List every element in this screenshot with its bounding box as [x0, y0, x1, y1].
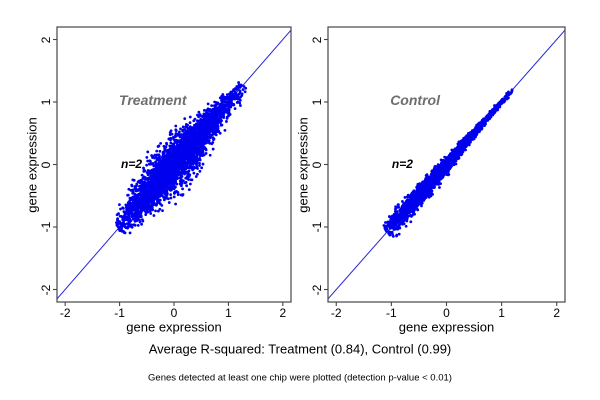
x-tick-label: -1 — [386, 306, 397, 320]
y-tick-label: -2 — [310, 284, 324, 295]
y-tick-label: -1 — [39, 221, 53, 233]
y-tick-label: 2 — [310, 36, 324, 43]
x-tick-label: -2 — [59, 306, 71, 320]
panel-title-control: Control — [390, 92, 440, 109]
caption-detection-note: Genes detected at least one chip were pl… — [148, 372, 452, 384]
x-tick-label: 2 — [279, 306, 287, 320]
y-tick-label: 0 — [310, 161, 324, 168]
x-axis-label-control: gene expression — [398, 319, 495, 335]
annotation-n-chips-control: n=2 — [391, 156, 413, 171]
x-tick-label: 0 — [170, 306, 178, 320]
x-axis-label-treatment: gene expression — [126, 319, 222, 335]
x-tick-label: 1 — [498, 306, 505, 320]
x-tick-label: 1 — [225, 306, 232, 320]
x-tick-label: 0 — [443, 306, 450, 320]
y-tick-label: 2 — [39, 36, 53, 43]
y-tick-label: 1 — [39, 98, 53, 106]
y-axis-label-control: gene expression — [295, 116, 311, 213]
y-tick-label: 1 — [310, 98, 324, 106]
annotation-n-chips-treatment: n=2 — [121, 156, 143, 171]
caption-r-squared: Average R-squared: Treatment (0.84), Con… — [148, 341, 452, 357]
y-tick-label: 0 — [39, 161, 53, 168]
y-tick-label: -2 — [39, 284, 53, 295]
y-tick-label: -1 — [310, 221, 324, 233]
y-axis-label-treatment: gene expression — [24, 116, 40, 213]
x-tick-label: -2 — [330, 306, 342, 320]
panel-title-treatment: Treatment — [119, 92, 187, 109]
x-tick-label: 2 — [553, 306, 561, 320]
x-tick-label: -1 — [114, 306, 125, 320]
